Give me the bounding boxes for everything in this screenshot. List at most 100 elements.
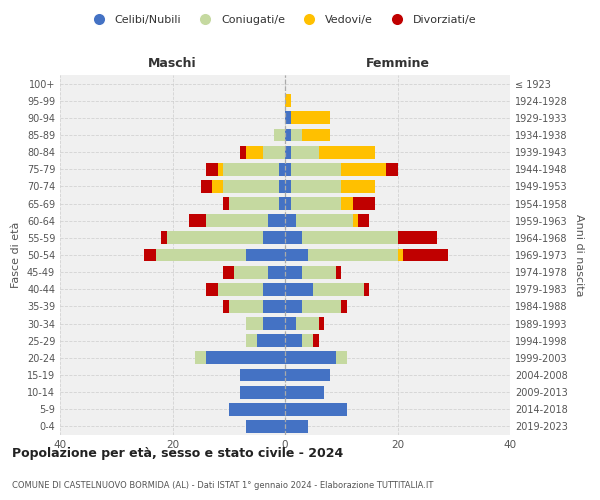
Bar bbox=[223, 163, 280, 175]
Y-axis label: Fasce di età: Fasce di età bbox=[11, 222, 21, 288]
Bar bbox=[223, 197, 229, 210]
Bar bbox=[223, 266, 235, 278]
Text: Maschi: Maschi bbox=[148, 57, 197, 70]
Bar bbox=[364, 283, 370, 296]
Bar bbox=[353, 214, 358, 227]
Bar bbox=[341, 163, 386, 175]
Bar bbox=[341, 197, 353, 210]
Bar bbox=[195, 352, 206, 364]
Bar bbox=[145, 248, 155, 262]
Bar bbox=[290, 128, 302, 141]
Bar bbox=[285, 300, 302, 313]
Bar bbox=[335, 352, 347, 364]
Bar bbox=[302, 128, 330, 141]
Bar bbox=[240, 386, 285, 398]
Bar bbox=[290, 146, 319, 158]
Bar bbox=[268, 266, 285, 278]
Text: Femmine: Femmine bbox=[365, 57, 430, 70]
Bar bbox=[285, 197, 290, 210]
Bar bbox=[245, 334, 257, 347]
Bar bbox=[263, 300, 285, 313]
Bar bbox=[319, 317, 325, 330]
Bar bbox=[263, 283, 285, 296]
Bar bbox=[229, 300, 263, 313]
Bar bbox=[358, 214, 370, 227]
Bar bbox=[285, 403, 347, 415]
Bar bbox=[223, 300, 229, 313]
Bar bbox=[280, 163, 285, 175]
Bar bbox=[335, 266, 341, 278]
Bar bbox=[240, 146, 245, 158]
Bar bbox=[398, 232, 437, 244]
Bar bbox=[290, 112, 330, 124]
Bar bbox=[161, 232, 167, 244]
Bar bbox=[263, 317, 285, 330]
Legend: Celibi/Nubili, Coniugati/e, Vedovi/e, Divorziati/e: Celibi/Nubili, Coniugati/e, Vedovi/e, Di… bbox=[83, 10, 481, 29]
Bar bbox=[229, 403, 285, 415]
Bar bbox=[245, 420, 285, 433]
Bar bbox=[274, 128, 285, 141]
Text: COMUNE DI CASTELNUOVO BORMIDA (AL) - Dati ISTAT 1° gennaio 2024 - Elaborazione T: COMUNE DI CASTELNUOVO BORMIDA (AL) - Dat… bbox=[12, 480, 433, 490]
Bar bbox=[302, 300, 341, 313]
Bar bbox=[285, 232, 302, 244]
Bar bbox=[263, 232, 285, 244]
Bar bbox=[285, 317, 296, 330]
Bar bbox=[206, 214, 268, 227]
Bar bbox=[285, 334, 302, 347]
Bar bbox=[398, 248, 403, 262]
Bar bbox=[245, 317, 263, 330]
Bar bbox=[285, 386, 325, 398]
Bar bbox=[313, 283, 364, 296]
Bar bbox=[285, 420, 308, 433]
Bar bbox=[313, 334, 319, 347]
Bar bbox=[302, 266, 335, 278]
Bar bbox=[386, 163, 398, 175]
Bar bbox=[280, 180, 285, 193]
Bar bbox=[302, 232, 398, 244]
Y-axis label: Anni di nascita: Anni di nascita bbox=[574, 214, 584, 296]
Bar bbox=[285, 94, 290, 107]
Bar bbox=[290, 180, 341, 193]
Bar bbox=[285, 352, 335, 364]
Bar bbox=[206, 352, 285, 364]
Bar bbox=[341, 180, 375, 193]
Bar bbox=[229, 197, 280, 210]
Bar bbox=[245, 146, 263, 158]
Bar bbox=[280, 197, 285, 210]
Bar bbox=[285, 214, 296, 227]
Bar bbox=[296, 317, 319, 330]
Bar bbox=[353, 197, 375, 210]
Bar bbox=[341, 300, 347, 313]
Bar bbox=[240, 368, 285, 382]
Bar bbox=[167, 232, 263, 244]
Bar bbox=[190, 214, 206, 227]
Bar bbox=[245, 248, 285, 262]
Bar bbox=[285, 163, 290, 175]
Bar bbox=[212, 180, 223, 193]
Bar bbox=[285, 283, 313, 296]
Bar bbox=[200, 180, 212, 193]
Bar bbox=[285, 146, 290, 158]
Bar bbox=[285, 112, 290, 124]
Bar bbox=[206, 283, 218, 296]
Bar bbox=[308, 248, 398, 262]
Bar bbox=[223, 180, 280, 193]
Bar bbox=[257, 334, 285, 347]
Bar bbox=[263, 146, 285, 158]
Bar bbox=[285, 266, 302, 278]
Bar bbox=[206, 163, 218, 175]
Bar bbox=[319, 146, 375, 158]
Bar bbox=[296, 214, 353, 227]
Bar bbox=[302, 334, 313, 347]
Text: Popolazione per età, sesso e stato civile - 2024: Popolazione per età, sesso e stato civil… bbox=[12, 448, 343, 460]
Bar bbox=[235, 266, 268, 278]
Bar bbox=[290, 163, 341, 175]
Bar bbox=[285, 180, 290, 193]
Bar bbox=[268, 214, 285, 227]
Bar bbox=[218, 283, 263, 296]
Bar bbox=[155, 248, 245, 262]
Bar bbox=[403, 248, 448, 262]
Bar bbox=[285, 248, 308, 262]
Bar bbox=[290, 197, 341, 210]
Bar bbox=[218, 163, 223, 175]
